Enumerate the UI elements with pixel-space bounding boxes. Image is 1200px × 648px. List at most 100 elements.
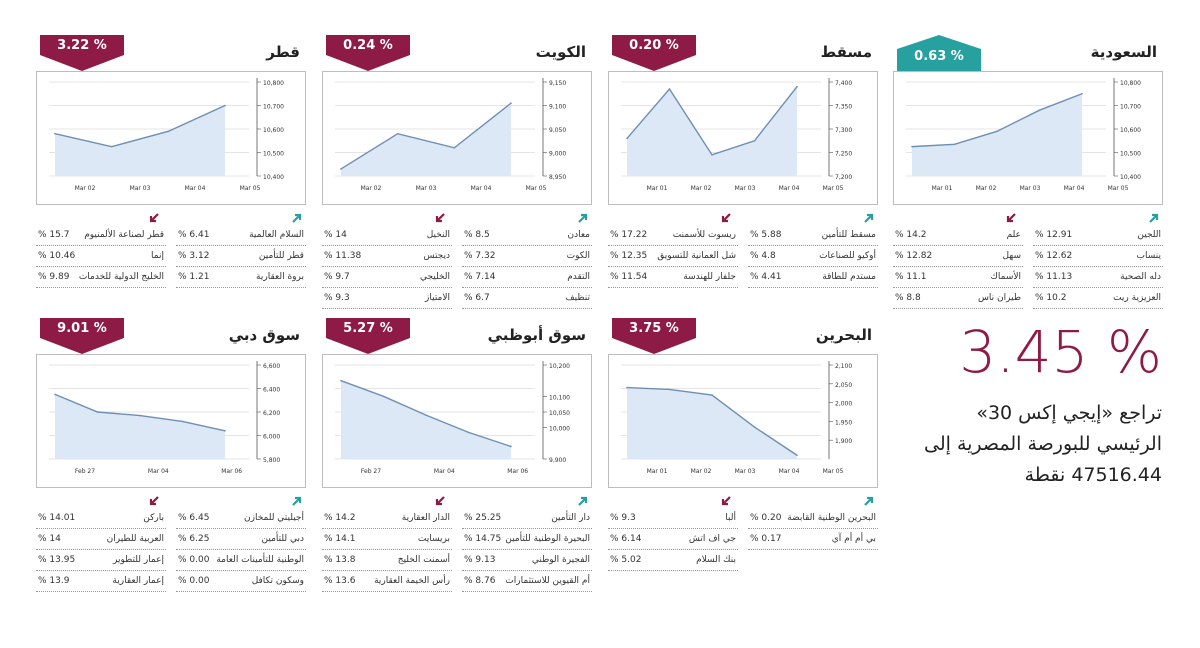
list-item: الخليج الدولية للخدمات% 9.89: [36, 267, 166, 288]
stock-change: % 14: [324, 225, 347, 245]
list-item: الخليجي% 9.7: [322, 267, 452, 288]
stock-name: دبي للتأمين: [261, 534, 304, 544]
change-value: 6.14: [621, 534, 642, 544]
list-item: السلام العالمية% 6.41: [176, 225, 306, 246]
series-line: [340, 102, 512, 170]
list-item: قطر لصناعة الألمنيوم % 15.7: [36, 225, 166, 246]
x-tick-label: Mar 03: [130, 185, 151, 192]
stock-change: % 14.01: [38, 508, 75, 528]
list-item: علم% 14.2: [893, 225, 1023, 246]
change-value: 1.21: [189, 272, 210, 282]
stock-name: ألبا: [725, 513, 736, 523]
egx30-change: 3.45 %: [959, 318, 1162, 386]
stock-change: % 4.8: [750, 246, 776, 266]
badge-shape: [897, 35, 981, 71]
x-tick-label: Mar 03: [735, 468, 756, 475]
list-item: إعمار للتطوير% 13.95: [36, 550, 166, 571]
stock-name: إعمار للتطوير: [113, 555, 164, 565]
data-point: [711, 154, 713, 156]
stock-name: الأسماك: [990, 272, 1021, 282]
change-value: 14.01: [49, 513, 76, 523]
list-item: ينساب% 12.62: [1033, 246, 1163, 267]
market-panel: سوق أبوظبي 5.27 % 9,900 10,000 10,050 10,100 1…: [322, 318, 592, 592]
stock-change: % 5.02: [610, 550, 641, 570]
percent-sign: %: [178, 272, 190, 282]
losers-list: ريسوت للأسمنت% 17.22 شل العمانية للتسويق%…: [608, 225, 738, 288]
line-chart: 5,800 6,000 6,200 6,400 6,600 Feb 27 Mar 04 Mar…: [49, 361, 280, 475]
list-item: جلفار للهندسة% 11.54: [608, 267, 738, 288]
badge-shape: [40, 35, 124, 71]
stock-name: إعمار العقارية: [112, 576, 164, 586]
stock-change: % 8.76: [464, 571, 495, 591]
data-point: [425, 414, 427, 416]
stock-name: علم: [1006, 230, 1021, 240]
list-item: بروة العقارية% 1.21: [176, 267, 306, 288]
y-tick-label: 1,900: [835, 438, 852, 445]
y-tick-label: 10,600: [1120, 127, 1141, 134]
list-item: دله الصحية% 11.13: [1033, 267, 1163, 288]
market-panel: مسقط 0.20 % 7,200 7,250 7,300 7,350 7,400 Mar 0…: [608, 35, 878, 305]
change-value: 0.17: [761, 534, 782, 544]
stock-change: % 6.25: [178, 529, 209, 549]
change-badge: 0.24 %: [326, 35, 410, 71]
percent-sign: %: [38, 230, 50, 240]
x-tick-label: Mar 01: [647, 468, 668, 475]
percent-sign: %: [464, 534, 476, 544]
stock-name: قطر لصناعة الألمنيوم: [84, 230, 164, 240]
data-point: [510, 445, 512, 448]
stock-name: بي أم أم آي: [831, 534, 876, 544]
change-badge: 3.22 %: [40, 35, 124, 71]
data-point: [953, 143, 956, 146]
percent-sign: %: [464, 293, 476, 303]
change-value: 12.35: [621, 251, 648, 261]
data-point: [54, 393, 56, 396]
percent-sign: %: [1035, 293, 1047, 303]
list-item: النخيل % 14: [322, 225, 452, 246]
stock-change: % 3.12: [178, 246, 209, 266]
market-panel: السعودية 0.63 % 10,400 10,500 10,600 10,700 10…: [893, 35, 1163, 309]
series-area: [55, 105, 225, 176]
stock-change: % 15.7: [38, 225, 69, 245]
stock-name: الدار العقارية: [401, 513, 450, 523]
badge-value: 3.75 %: [629, 321, 679, 336]
market-title: مسقط: [820, 43, 872, 61]
stock-name: أجيليتي للمخازن: [244, 513, 304, 523]
stock-change: % 12.62: [1035, 246, 1072, 266]
stock-name: النخيل: [426, 230, 450, 240]
line-chart: 10,400 10,500 10,600 10,700 10,800 Mar 02 Mar …: [49, 78, 284, 192]
data-point: [396, 132, 399, 135]
change-value: 12.82: [906, 251, 933, 261]
y-tick-label: 1,950: [835, 419, 852, 426]
x-tick-label: Mar 04: [779, 185, 800, 192]
list-item: التقدم% 7.14: [462, 267, 592, 288]
x-tick-label: Mar 05: [1108, 185, 1129, 192]
y-tick-label: 6,200: [263, 410, 280, 417]
down-arrow-icon: [720, 492, 732, 506]
stock-name: العزيزية ريت: [1113, 293, 1161, 303]
change-value: 0.20: [761, 513, 782, 523]
list-item: الدار العقارية% 14.2: [322, 508, 452, 529]
change-value: 7.14: [475, 272, 496, 282]
percent-sign: %: [324, 534, 336, 544]
x-tick-label: Mar 04: [779, 468, 800, 475]
y-tick-label: 10,100: [549, 394, 570, 401]
up-arrow-shape: [578, 496, 588, 506]
list-item: أجيليتي للمخازن% 6.45: [176, 508, 306, 529]
stock-name: دار التأمين: [551, 513, 590, 523]
y-tick-label: 7,250: [835, 151, 852, 158]
badge-shape: [612, 35, 696, 71]
down-arrow-shape: [435, 213, 445, 223]
losers-list: باركن% 14.01 العربية للطيران% 14 إعمار للت…: [36, 508, 166, 592]
x-tick-label: Mar 01: [647, 185, 668, 192]
stock-change: % 10.46: [38, 246, 75, 266]
change-value: 0.00: [189, 576, 210, 586]
y-tick-label: 6,000: [263, 434, 280, 441]
stock-name: الكوت: [566, 251, 590, 261]
stock-change: % 5.88: [750, 225, 781, 245]
y-tick-label: 10,700: [1120, 104, 1141, 111]
x-tick-label: Mar 03: [735, 185, 756, 192]
list-item: قطر للتأمين% 3.12: [176, 246, 306, 267]
data-point: [96, 411, 99, 413]
percent-sign: %: [464, 272, 476, 282]
x-tick-label: Mar 04: [148, 468, 169, 475]
